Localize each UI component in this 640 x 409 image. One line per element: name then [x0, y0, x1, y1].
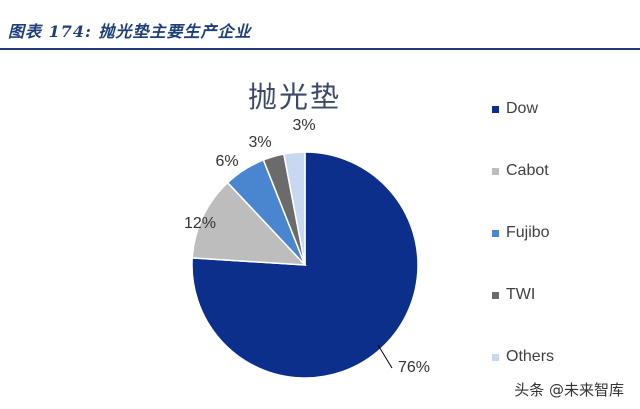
data-label-fujibo: 6% [215, 153, 238, 170]
legend-item-fujibo: Fujibo [492, 224, 550, 242]
legend-swatch [492, 291, 499, 299]
pie-slice-cabot [191, 181, 307, 266]
legend-item-others: Others [492, 348, 554, 366]
leader-line-dow [377, 344, 393, 369]
legend-item-cabot: Cabot [492, 162, 549, 180]
legend-label: Cabot [506, 162, 549, 179]
legend-swatch [492, 167, 499, 175]
legend-label: TWI [506, 286, 536, 303]
data-label-twi: 3% [248, 134, 271, 151]
legend-item-dow: Dow [492, 100, 538, 118]
pie-slice-others [282, 151, 306, 266]
data-label-dow: 76% [398, 359, 430, 376]
legend-item-twi: TWI [492, 286, 535, 304]
watermark: 头条 @未来智库 [510, 378, 628, 401]
data-label-others: 3% [292, 117, 315, 134]
data-label-cabot: 12% [184, 215, 216, 232]
figure-caption: 图表 174: 抛光垫主要生产企业 [8, 22, 252, 41]
chart-legend: Dow Cabot Fujibo TWI Others [492, 100, 612, 380]
legend-label: Dow [506, 100, 539, 117]
legend-label: Others [506, 348, 555, 365]
legend-swatch [492, 353, 499, 361]
chart-title: 抛光垫 [248, 80, 342, 114]
caption-divider [0, 48, 640, 50]
legend-label: Fujibo [506, 224, 550, 241]
legend-swatch [492, 105, 499, 113]
legend-swatch [492, 229, 499, 237]
